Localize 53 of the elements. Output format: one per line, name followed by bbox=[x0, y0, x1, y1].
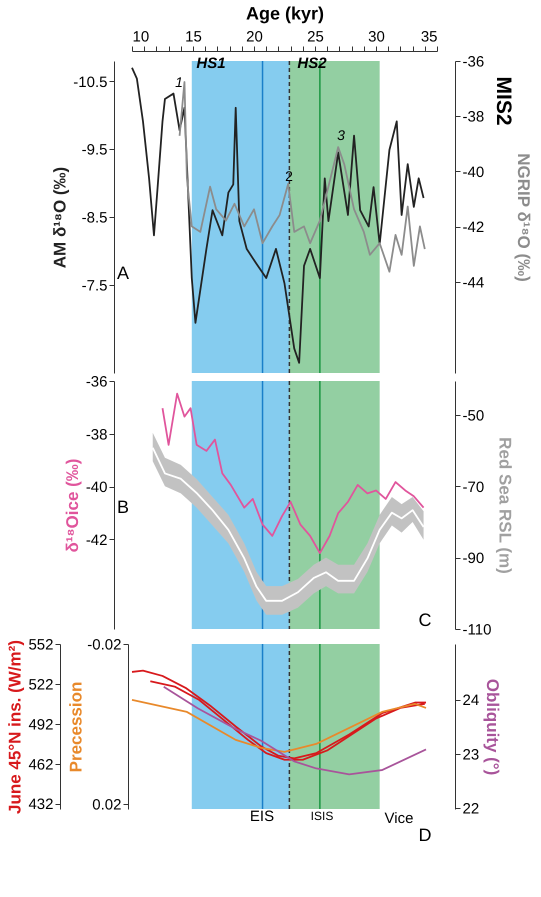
text: A bbox=[116, 263, 130, 283]
y-tick-label: 492 bbox=[28, 716, 54, 734]
y-tick-label: -8.5 bbox=[82, 210, 108, 226]
y-tick-label: 522 bbox=[28, 676, 54, 694]
y-tick-label: 552 bbox=[28, 636, 54, 654]
text: MIS2 bbox=[492, 76, 515, 126]
y-tick-label: -36 bbox=[86, 374, 108, 390]
annotation: 2 bbox=[285, 168, 294, 184]
annotation: HS1 bbox=[196, 55, 226, 72]
x-tick-label: 30 bbox=[368, 28, 385, 46]
text: Vice bbox=[384, 810, 414, 827]
text: B bbox=[116, 497, 130, 517]
annotation: EIS bbox=[250, 808, 274, 825]
x-axis-title: Age (kyr) bbox=[246, 4, 324, 24]
y-tick-label: 432 bbox=[28, 796, 54, 814]
text: D bbox=[418, 825, 432, 845]
y2-tick-label: -90 bbox=[462, 550, 484, 568]
x-tick-label: 25 bbox=[307, 28, 324, 46]
y-tick-label: -10.5 bbox=[73, 74, 108, 91]
y2-tick-label: -40 bbox=[462, 164, 484, 181]
y-tick-label: 462 bbox=[28, 756, 54, 774]
y-tick-label: -38 bbox=[86, 426, 108, 444]
y-tick-label: -9.5 bbox=[82, 142, 108, 159]
y3-tick-label: 0.02 bbox=[92, 796, 122, 814]
y2-tick-label: 22 bbox=[462, 800, 480, 818]
y2-tick-label: -36 bbox=[462, 54, 484, 70]
x-tick-label: 10 bbox=[132, 28, 150, 46]
y-axis-title: δ¹⁸Oice (‰) bbox=[62, 458, 82, 552]
y2-tick-label: 23 bbox=[462, 746, 480, 764]
x-tick-label: 20 bbox=[246, 28, 263, 46]
y2-tick-label: -50 bbox=[462, 407, 484, 424]
x-tick-label: 35 bbox=[420, 28, 438, 46]
y2-tick-label: -42 bbox=[462, 219, 484, 236]
y2-tick-label: -38 bbox=[462, 108, 484, 126]
y2-axis-title: Obliquity (°) bbox=[483, 678, 502, 776]
y-tick-label: -7.5 bbox=[82, 277, 108, 294]
y2-tick-label: -70 bbox=[462, 478, 484, 496]
annotation: C bbox=[418, 610, 432, 630]
annotation: 1 bbox=[175, 74, 183, 90]
x-tick-label: 15 bbox=[185, 28, 202, 46]
y2-axis-title: NGRIP δ¹⁸O (‰) bbox=[514, 153, 534, 282]
y-axis-title: AM δ¹⁸O (‰) bbox=[50, 166, 70, 268]
y2-axis-title: Red Sea RSL (m) bbox=[495, 437, 514, 574]
y2-tick-label: -110 bbox=[462, 622, 492, 638]
y3-axis-title: Precession bbox=[66, 682, 86, 772]
y2-tick-label: 24 bbox=[462, 692, 480, 710]
y3-tick-label: -0.02 bbox=[87, 636, 122, 654]
y2-tick-label: -44 bbox=[462, 274, 484, 292]
y-axis-title: June 45°N ins. (W/m²) bbox=[5, 640, 24, 814]
y-tick-label: -40 bbox=[86, 479, 108, 496]
annotation: ISIS bbox=[310, 809, 334, 823]
y-tick-label: -42 bbox=[86, 532, 108, 549]
annotation: 3 bbox=[337, 127, 346, 143]
